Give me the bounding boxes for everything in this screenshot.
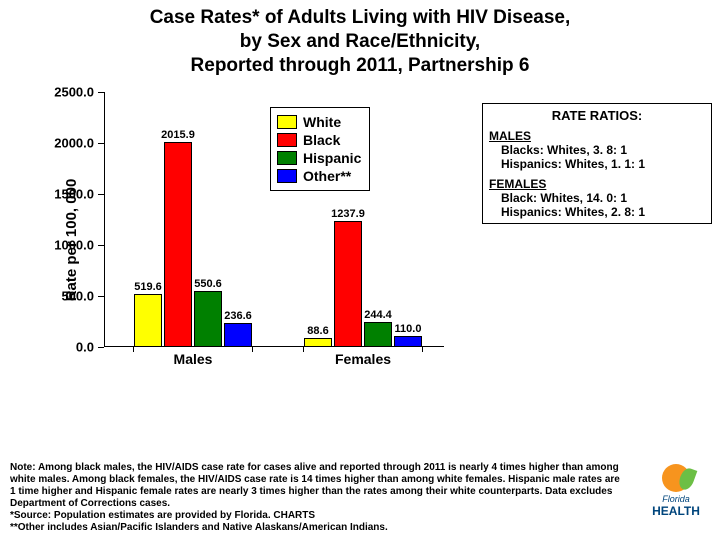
y-tick-label: 1500.0 bbox=[54, 187, 94, 202]
x-group-label: Females bbox=[335, 351, 391, 367]
footnote-line: Note: Among black males, the HIV/AIDS ca… bbox=[10, 462, 625, 510]
y-tick bbox=[98, 347, 104, 348]
x-tick bbox=[252, 347, 253, 352]
y-tick-label: 2000.0 bbox=[54, 136, 94, 151]
sun-icon bbox=[662, 464, 690, 492]
legend-item: White bbox=[277, 114, 361, 130]
bar-value-label: 550.6 bbox=[194, 278, 222, 290]
bar-value-label: 1237.9 bbox=[331, 208, 365, 220]
bar-value-label: 519.6 bbox=[134, 281, 162, 293]
legend-label: Other** bbox=[303, 168, 351, 184]
bar-value-label: 236.6 bbox=[224, 310, 252, 322]
legend-item: Black bbox=[277, 132, 361, 148]
x-group-label: Males bbox=[174, 351, 213, 367]
footnote: Note: Among black males, the HIV/AIDS ca… bbox=[10, 462, 625, 534]
bar: 244.4 bbox=[364, 322, 392, 347]
bar: 519.6 bbox=[134, 294, 162, 347]
ratio-line: Hispanics: Whites, 1. 1: 1 bbox=[501, 157, 705, 171]
ratio-section-heading: MALES bbox=[489, 129, 705, 143]
y-tick-label: 1000.0 bbox=[54, 238, 94, 253]
legend-swatch bbox=[277, 115, 297, 129]
bar-group: 519.62015.9550.6236.6Males bbox=[134, 92, 252, 347]
content-stage: Rate per 100, 000 0.0500.01000.01500.020… bbox=[0, 77, 720, 437]
rate-ratios-body: MALESBlacks: Whites, 3. 8: 1Hispanics: W… bbox=[489, 129, 705, 219]
bar-value-label: 244.4 bbox=[364, 309, 392, 321]
legend-label: White bbox=[303, 114, 341, 130]
y-tick bbox=[98, 92, 104, 93]
y-axis-line bbox=[104, 92, 105, 347]
y-tick-label: 2500.0 bbox=[54, 85, 94, 100]
florida-health-logo: Florida HEALTH bbox=[640, 464, 712, 518]
rate-ratios-box: RATE RATIOS: MALESBlacks: Whites, 3. 8: … bbox=[482, 103, 712, 224]
ratio-line: Blacks: Whites, 3. 8: 1 bbox=[501, 143, 705, 157]
y-tick bbox=[98, 245, 104, 246]
slide-title: Case Rates* of Adults Living with HIV Di… bbox=[0, 6, 720, 77]
x-tick bbox=[303, 347, 304, 352]
y-tick bbox=[98, 143, 104, 144]
logo-line1: Florida bbox=[640, 494, 712, 504]
bar: 1237.9 bbox=[334, 221, 362, 347]
x-tick bbox=[133, 347, 134, 352]
ratio-line: Black: Whites, 14. 0: 1 bbox=[501, 191, 705, 205]
footnote-line: *Source: Population estimates are provid… bbox=[10, 510, 625, 522]
legend-label: Black bbox=[303, 132, 340, 148]
legend-swatch bbox=[277, 151, 297, 165]
legend-swatch bbox=[277, 169, 297, 183]
title-line1: Case Rates* of Adults Living with HIV Di… bbox=[0, 6, 720, 30]
legend-item: Other** bbox=[277, 168, 361, 184]
bar: 550.6 bbox=[194, 291, 222, 347]
legend-swatch bbox=[277, 133, 297, 147]
legend-label: Hispanic bbox=[303, 150, 361, 166]
x-tick bbox=[422, 347, 423, 352]
bar: 2015.9 bbox=[164, 142, 192, 348]
bar: 110.0 bbox=[394, 336, 422, 347]
y-tick-label: 0.0 bbox=[76, 340, 94, 355]
bar-value-label: 2015.9 bbox=[161, 129, 195, 141]
bar: 236.6 bbox=[224, 323, 252, 347]
rate-ratios-header: RATE RATIOS: bbox=[489, 108, 705, 123]
y-tick bbox=[98, 194, 104, 195]
leaf-icon bbox=[677, 466, 698, 491]
legend-box: White Black Hispanic Other** bbox=[270, 107, 370, 191]
bar-value-label: 110.0 bbox=[395, 323, 422, 335]
bar-value-label: 88.6 bbox=[307, 325, 328, 337]
bar: 88.6 bbox=[304, 338, 332, 347]
footnote-line: **Other includes Asian/Pacific Islanders… bbox=[10, 522, 625, 534]
legend-item: Hispanic bbox=[277, 150, 361, 166]
y-tick bbox=[98, 296, 104, 297]
y-tick-label: 500.0 bbox=[61, 289, 94, 304]
logo-line2: HEALTH bbox=[640, 504, 712, 518]
ratio-section-heading: FEMALES bbox=[489, 177, 705, 191]
title-line2: by Sex and Race/Ethnicity, bbox=[0, 30, 720, 54]
ratio-line: Hispanics: Whites, 2. 8: 1 bbox=[501, 205, 705, 219]
bar-chart: Rate per 100, 000 0.0500.01000.01500.020… bbox=[58, 87, 453, 392]
title-line3: Reported through 2011, Partnership 6 bbox=[0, 54, 720, 78]
